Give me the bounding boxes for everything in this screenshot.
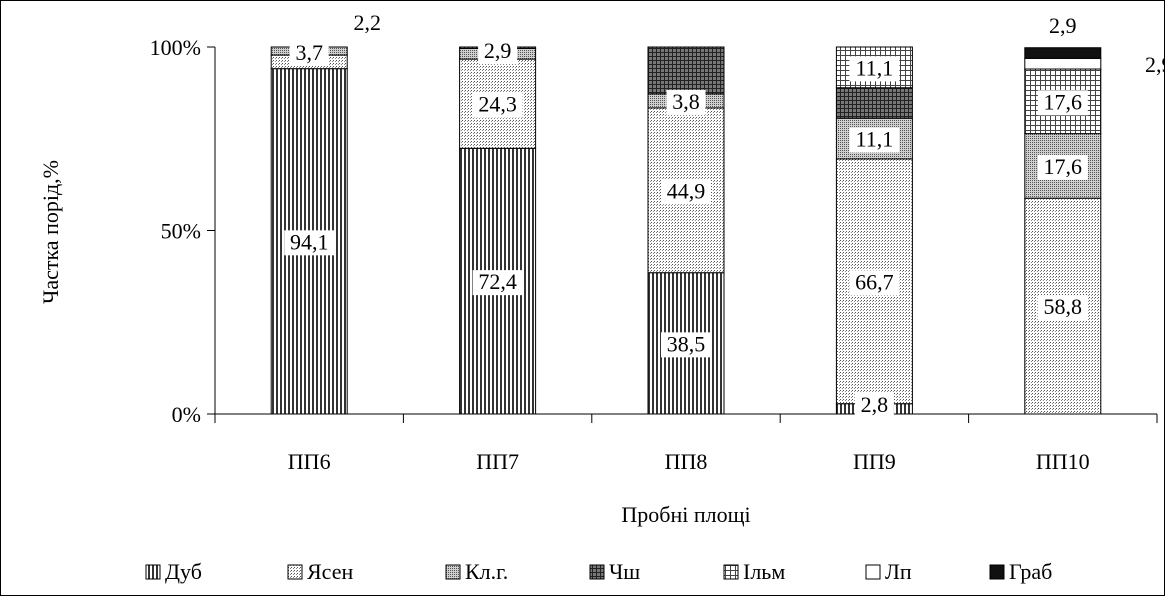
bar-segment (1024, 68, 1102, 135)
legend-swatch (865, 564, 881, 580)
data-label: 2,2 (353, 10, 381, 35)
bar-segment (835, 87, 913, 119)
x-tick-label: ПП10 (1036, 449, 1090, 474)
data-label-background (849, 56, 900, 82)
x-tick-label: ПП7 (476, 449, 519, 474)
bar-segment (1024, 47, 1102, 59)
legend-label: Лп (885, 559, 912, 584)
data-label: 17,6 (1044, 154, 1083, 179)
legend: Дуб Ясен Кл.г. Чш Ільм Лп Граб (145, 559, 1052, 584)
data-label: 38,5 (667, 331, 706, 356)
data-label-background (472, 92, 523, 118)
axes-layer: ПП6 ПП7 ПП8 ПП9 ПП10 0% 50% 100% (150, 35, 1158, 474)
bar-segment (647, 46, 725, 95)
legend-label: Ясен (307, 559, 353, 584)
data-label-background (1037, 90, 1088, 116)
data-label-background (472, 270, 523, 296)
legend-swatch (445, 564, 461, 580)
data-label: 17,6 (1044, 89, 1083, 114)
data-label-background (289, 41, 329, 66)
y-tick-label: 100% (150, 35, 201, 60)
data-label: 3,8 (672, 89, 700, 114)
data-label: 2,9 (484, 38, 512, 63)
data-labels-layer: 94,1 3,7 2,2 72,4 24,3 2,9 38,5 44,9 3,8 2,8 66,7 1… (284, 10, 1165, 418)
data-label: 24,3 (478, 92, 517, 117)
data-label: 2,9 (1145, 52, 1165, 77)
x-axis-title: Пробні площі (621, 502, 750, 527)
data-label: 2,8 (861, 392, 889, 417)
legend-swatch (723, 564, 739, 580)
legend-swatch (287, 564, 303, 580)
x-tick-label: ПП6 (288, 449, 331, 474)
data-label-background (849, 270, 900, 296)
legend-swatch (989, 564, 1005, 580)
data-label-background (666, 89, 706, 115)
legend-label: Дуб (165, 559, 202, 584)
data-label: 58,8 (1044, 294, 1083, 319)
data-label: 3,7 (295, 40, 323, 65)
x-tick-label: ПП9 (853, 449, 896, 474)
data-label-background (284, 230, 335, 256)
data-label-background (661, 332, 711, 358)
bar-segment (1024, 57, 1102, 70)
y-axis-title: Частка порід,% (38, 160, 63, 304)
data-label-background (1043, 14, 1083, 39)
data-label: 11,1 (856, 55, 894, 80)
data-label-background (661, 179, 711, 205)
legend-swatch (145, 564, 161, 580)
y-tick-label: 0% (172, 402, 201, 427)
legend-swatch (589, 564, 605, 580)
y-tick-label: 50% (161, 219, 201, 244)
data-label-background (849, 127, 900, 153)
data-label: 72,4 (478, 269, 517, 294)
data-label: 66,7 (855, 269, 894, 294)
data-label: 11,1 (856, 127, 894, 152)
data-label: 2,9 (1049, 13, 1077, 38)
legend-label: Ільм (743, 559, 785, 584)
data-label: 94,1 (290, 229, 329, 254)
data-label: 44,9 (667, 178, 706, 203)
data-label-background (854, 393, 894, 418)
legend-label: Граб (1009, 559, 1052, 584)
x-tick-label: ПП8 (665, 449, 708, 474)
bars-layer (270, 46, 1102, 415)
data-label-background (478, 39, 518, 64)
legend-label: Кл.г. (465, 559, 508, 584)
data-label-background (1037, 295, 1088, 321)
data-label-background (1037, 154, 1088, 180)
legend-label: Чш (609, 559, 640, 584)
